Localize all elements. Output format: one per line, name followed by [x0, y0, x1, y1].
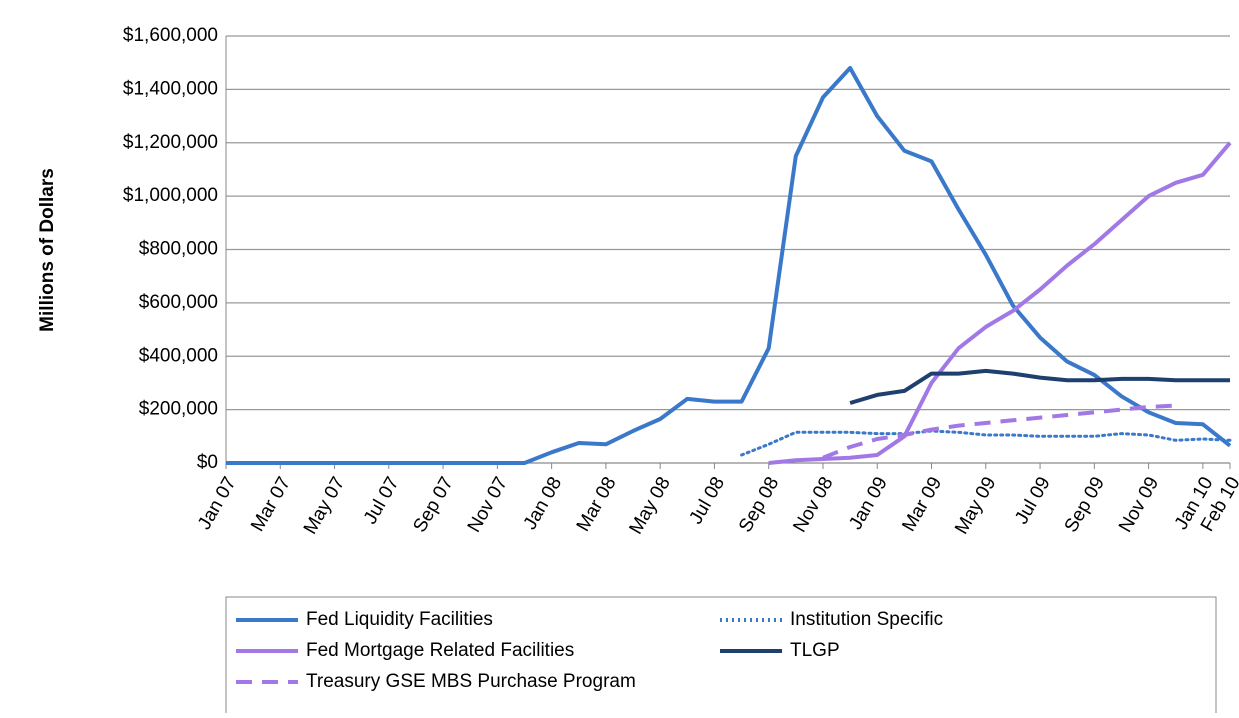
- y-tick-label: $1,600,000: [123, 25, 218, 46]
- series-line: [822, 403, 1176, 460]
- series-line: [740, 429, 1232, 457]
- y-tick-label: $600,000: [139, 292, 218, 313]
- legend-label: Treasury GSE MBS Purchase Program: [306, 671, 636, 692]
- y-tick-label: $800,000: [139, 239, 218, 260]
- y-tick-label: $1,400,000: [123, 78, 218, 99]
- series-line: [768, 141, 1232, 465]
- y-tick-label: $200,000: [139, 399, 218, 420]
- legend-box: [225, 596, 1217, 718]
- y-tick-label: $1,000,000: [123, 185, 218, 206]
- y-tick-label: $0: [197, 452, 218, 473]
- legend-label: Fed Liquidity Facilities: [306, 609, 493, 630]
- y-tick-label: $1,200,000: [123, 132, 218, 153]
- legend-label: TLGP: [790, 640, 840, 661]
- y-axis-label: Millions of Dollars: [37, 168, 58, 332]
- series-line: [849, 368, 1230, 405]
- legend-label: Fed Mortgage Related Facilities: [306, 640, 574, 661]
- legend-label: Institution Specific: [790, 609, 943, 630]
- y-tick-label: $400,000: [139, 345, 218, 366]
- series-line: [226, 66, 1232, 465]
